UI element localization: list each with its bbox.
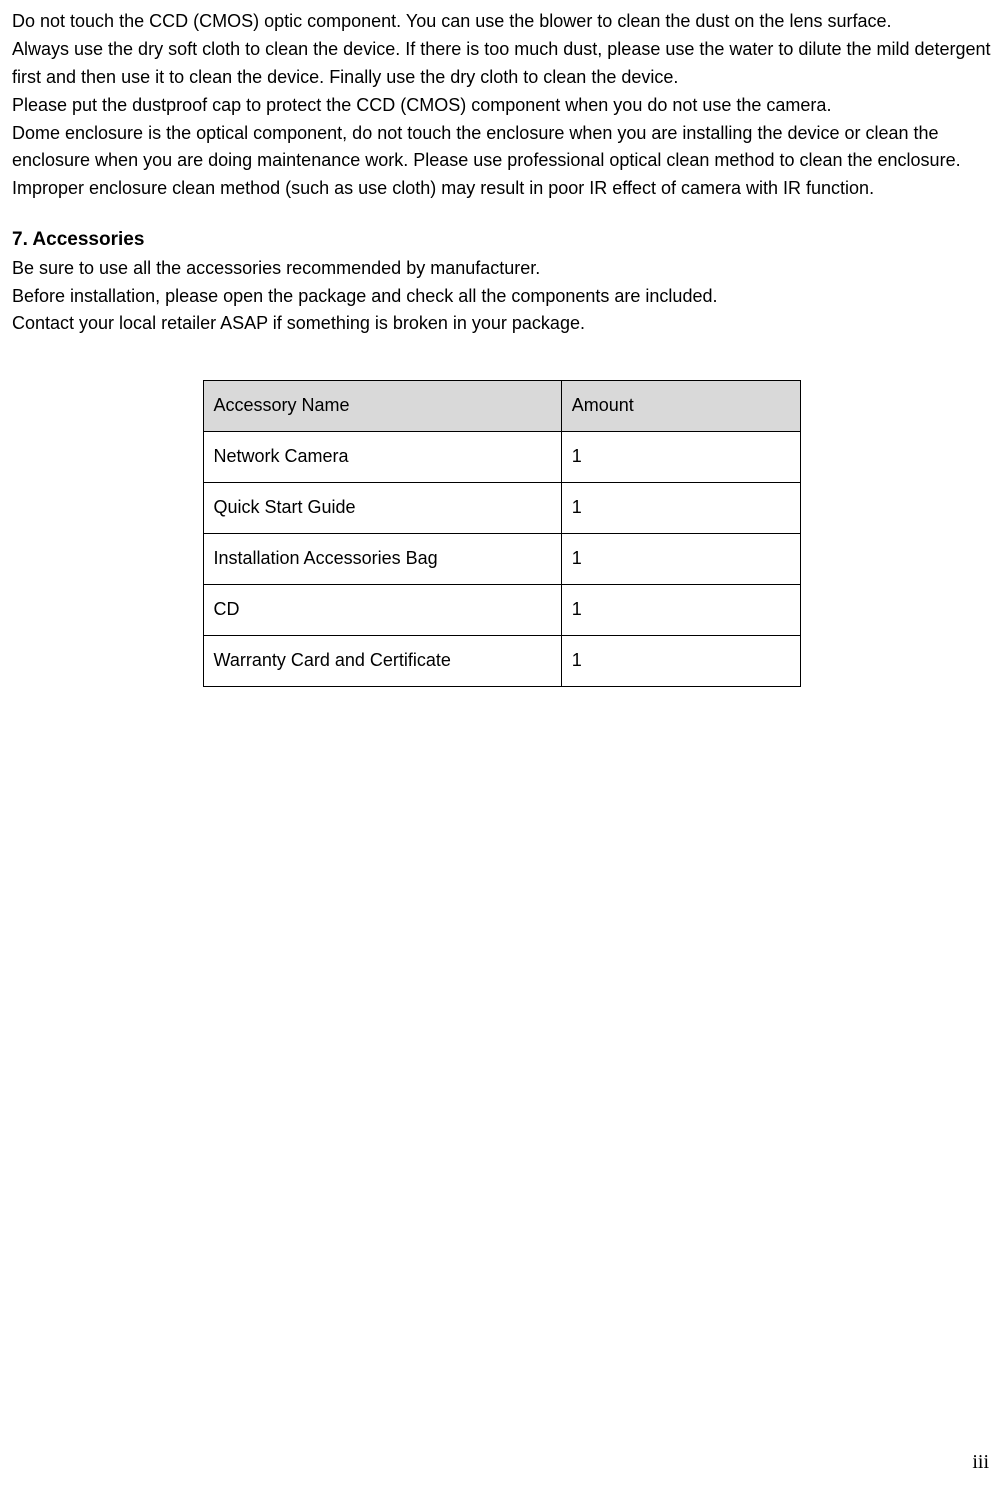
table-row: Network Camera 1: [203, 432, 800, 483]
table-cell-amount: 1: [561, 534, 800, 585]
accessories-para-1: Be sure to use all the accessories recom…: [12, 255, 991, 283]
table-row: Installation Accessories Bag 1: [203, 534, 800, 585]
page-number: iii: [972, 1447, 989, 1478]
paragraph-3: Please put the dustproof cap to protect …: [12, 92, 991, 120]
table-row: Warranty Card and Certificate 1: [203, 635, 800, 686]
table-cell-amount: 1: [561, 635, 800, 686]
accessories-para-2: Before installation, please open the pac…: [12, 283, 991, 311]
table-cell-name: Quick Start Guide: [203, 483, 561, 534]
paragraph-2: Always use the dry soft cloth to clean t…: [12, 36, 991, 92]
table-cell-name: Installation Accessories Bag: [203, 534, 561, 585]
table-cell-name: Network Camera: [203, 432, 561, 483]
table-header-row: Accessory Name Amount: [203, 381, 800, 432]
table-header-amount: Amount: [561, 381, 800, 432]
accessories-table: Accessory Name Amount Network Camera 1 Q…: [203, 380, 801, 686]
paragraph-4: Dome enclosure is the optical component,…: [12, 120, 991, 204]
table-cell-amount: 1: [561, 483, 800, 534]
table-header-name: Accessory Name: [203, 381, 561, 432]
table-cell-amount: 1: [561, 432, 800, 483]
table-row: CD 1: [203, 584, 800, 635]
paragraph-1: Do not touch the CCD (CMOS) optic compon…: [12, 8, 991, 36]
accessories-para-3: Contact your local retailer ASAP if some…: [12, 310, 991, 338]
table-cell-amount: 1: [561, 584, 800, 635]
document-body: Do not touch the CCD (CMOS) optic compon…: [12, 8, 991, 687]
table-cell-name: CD: [203, 584, 561, 635]
table-row: Quick Start Guide 1: [203, 483, 800, 534]
table-cell-name: Warranty Card and Certificate: [203, 635, 561, 686]
section-heading-accessories: 7. Accessories: [12, 225, 991, 254]
